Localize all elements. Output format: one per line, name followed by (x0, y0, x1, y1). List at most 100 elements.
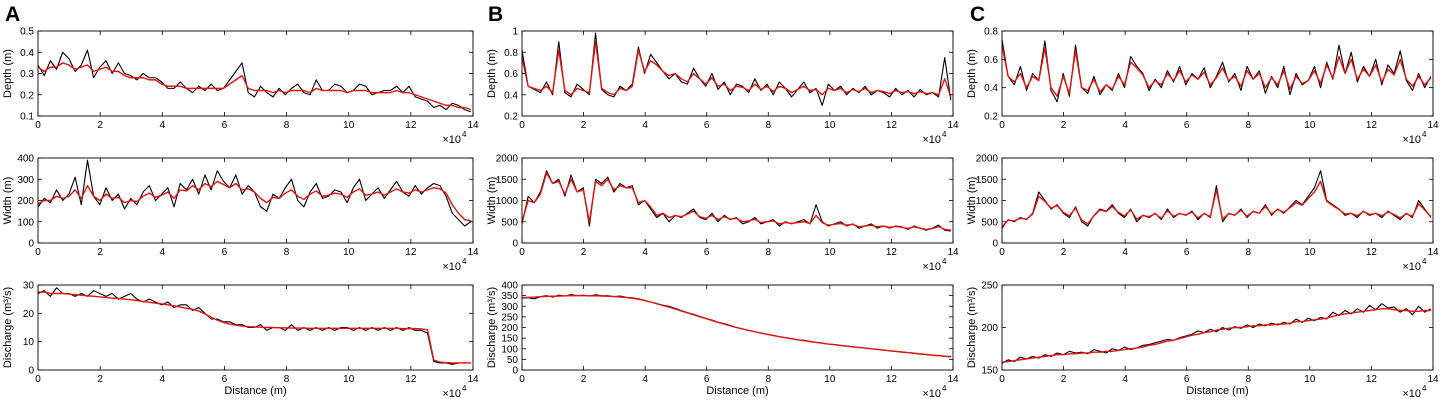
x-tick-label: 14 (467, 247, 479, 258)
x-multiplier-exponent: 4 (1422, 384, 1427, 393)
x-multiplier-exponent: 4 (462, 130, 467, 139)
y-tick-label: 0.4 (20, 48, 34, 59)
x-multiplier: ×10 (922, 261, 941, 273)
y-tick-label: 400 (501, 281, 518, 292)
x-tick-label: 6 (704, 247, 710, 258)
axes-box (1001, 30, 1434, 117)
x-multiplier: ×10 (1402, 261, 1421, 273)
y-tick-label: 0.3 (20, 69, 34, 80)
y-tick-label: 100 (17, 217, 34, 228)
y-axis-label: Depth (m) (486, 49, 498, 98)
x-tick-label: 12 (1366, 374, 1378, 385)
y-axis-label: Depth (m) (2, 49, 14, 98)
x-tick-label: 4 (160, 120, 166, 131)
x-tick-label: 12 (405, 374, 417, 385)
x-tick-label: 10 (1304, 374, 1316, 385)
x-tick-label: 10 (343, 247, 355, 258)
x-tick-label: 14 (1427, 247, 1439, 258)
x-tick-label: 2 (581, 247, 587, 258)
x-tick-label: 0 (35, 374, 41, 385)
x-tick-label: 14 (947, 120, 959, 131)
x-tick-label: 0 (999, 374, 1005, 385)
x-tick-label: 12 (1366, 247, 1378, 258)
y-tick-label: 0.2 (20, 90, 34, 101)
y-axis-label: Depth (m) (966, 49, 978, 98)
axes-box (521, 157, 954, 244)
x-multiplier-exponent: 4 (462, 384, 467, 393)
x-axis-label: Distance (m) (224, 385, 286, 397)
x-tick-label: 2 (581, 374, 587, 385)
y-tick-label: 0.4 (984, 83, 998, 94)
axes-box (37, 284, 474, 371)
y-axis-label: Discharge (m³/s) (486, 287, 498, 368)
series-observed-B-depth (521, 32, 952, 106)
x-tick-label: 6 (222, 374, 228, 385)
x-tick-label: 4 (1122, 247, 1128, 258)
x-axis-label: Distance (m) (1186, 385, 1248, 397)
y-axis-label: Width (m) (2, 177, 14, 225)
x-tick-label: 10 (1304, 247, 1316, 258)
y-tick-label: 0 (512, 366, 518, 377)
x-tick-label: 6 (704, 120, 710, 131)
series-modeled-B-discharge (521, 294, 951, 358)
x-multiplier: ×10 (442, 134, 461, 146)
x-tick-label: 2 (1061, 120, 1067, 131)
series-observed-B-discharge (521, 294, 951, 358)
x-tick-label: 12 (886, 374, 898, 385)
x-tick-label: 10 (1304, 120, 1316, 131)
y-tick-label: 10 (23, 337, 35, 348)
y-axis-label: Discharge (m³/s) (2, 287, 14, 368)
x-tick-label: 4 (160, 247, 166, 258)
y-tick-label: 0.6 (504, 69, 518, 80)
y-tick-label: 150 (501, 334, 518, 345)
x-tick-label: 10 (824, 247, 836, 258)
x-tick-label: 2 (1061, 247, 1067, 258)
y-tick-label: 0 (28, 239, 34, 250)
x-tick-label: 10 (343, 374, 355, 385)
y-tick-label: 500 (981, 217, 998, 228)
y-tick-label: 1000 (976, 196, 999, 207)
y-tick-label: 250 (981, 281, 998, 292)
y-tick-label: 200 (981, 323, 998, 334)
x-tick-label: 8 (284, 374, 290, 385)
y-tick-label: 300 (501, 302, 518, 313)
series-observed-C-width (1001, 170, 1432, 229)
y-tick-label: 200 (501, 323, 518, 334)
x-multiplier: ×10 (922, 388, 941, 400)
series-modeled-B-depth (521, 40, 952, 98)
x-tick-label: 8 (766, 120, 772, 131)
y-tick-label: 0.2 (504, 112, 518, 123)
series-modeled-C-discharge (1001, 308, 1431, 364)
x-tick-label: 0 (35, 120, 41, 131)
y-tick-label: 400 (17, 154, 34, 165)
series-modeled-A-discharge (38, 291, 471, 364)
x-tick-label: 14 (1427, 120, 1439, 131)
y-tick-label: 1 (512, 27, 518, 38)
x-tick-label: 8 (766, 374, 772, 385)
y-tick-label: 20 (23, 309, 35, 320)
x-multiplier: ×10 (922, 134, 941, 146)
y-tick-label: 300 (17, 175, 34, 186)
y-tick-label: 500 (501, 217, 518, 228)
x-tick-label: 2 (97, 374, 103, 385)
x-tick-label: 6 (1184, 120, 1190, 131)
x-tick-label: 8 (284, 120, 290, 131)
x-tick-label: 14 (947, 247, 959, 258)
x-tick-label: 0 (519, 374, 525, 385)
x-multiplier-exponent: 4 (942, 384, 947, 393)
y-axis-label: Discharge (m³/s) (966, 287, 978, 368)
x-axis-label: Distance (m) (706, 385, 768, 397)
x-tick-label: 14 (1427, 374, 1439, 385)
x-tick-label: 6 (222, 120, 228, 131)
x-multiplier-exponent: 4 (462, 257, 467, 266)
axes-box (37, 30, 474, 117)
